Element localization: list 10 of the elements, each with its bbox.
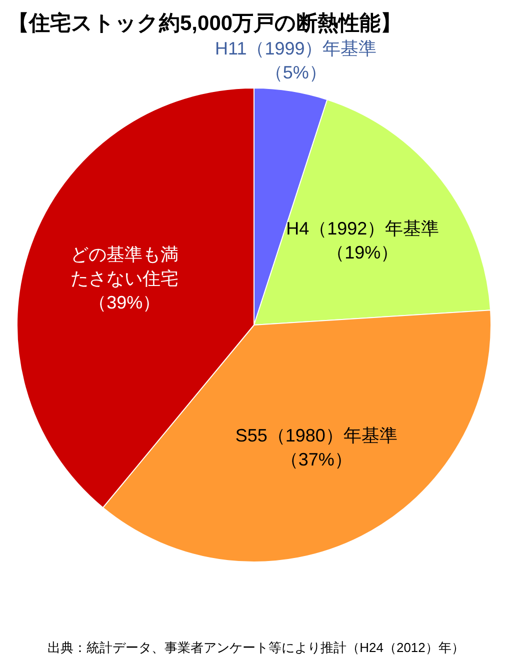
- data-label: （19%）: [326, 242, 399, 263]
- chart-title: 【住宅ストック約5,000万戸の断熱性能】: [8, 11, 402, 35]
- data-label: （39%）: [88, 292, 161, 312]
- slice-label: S55（1980）年基準: [235, 425, 398, 446]
- source-note: 出典：統計データ、事業者アンケート等により推計（H24（2012）年）: [48, 640, 464, 655]
- data-label: （5%）: [264, 62, 327, 82]
- slice-label: どの基準も満たさない住宅: [70, 244, 179, 288]
- slice-label: H4（1992）年基準: [286, 218, 440, 239]
- slice-label: H11（1999）年基準: [215, 38, 377, 58]
- data-label: （37%）: [280, 449, 352, 470]
